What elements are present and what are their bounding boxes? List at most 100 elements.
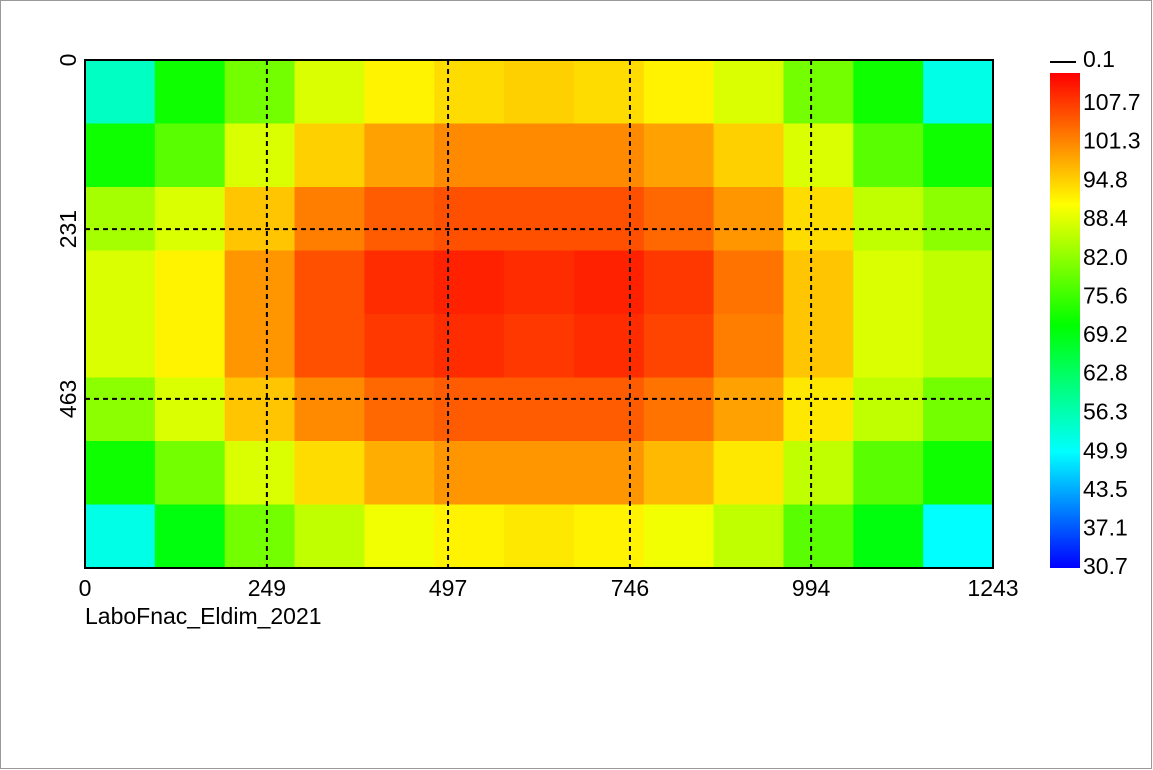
heat-cell — [364, 187, 435, 251]
heat-cell — [85, 250, 156, 315]
heat-cell — [294, 187, 365, 251]
heat-cell — [783, 250, 854, 315]
heat-cell — [224, 504, 296, 569]
heat-cell — [224, 314, 296, 378]
heat-cell — [923, 377, 994, 442]
heat-cell — [643, 314, 715, 378]
heat-cell — [224, 377, 296, 442]
heat-cell — [504, 441, 575, 505]
colorbar-tick-label: 30.7 — [1083, 553, 1128, 579]
heat-cell — [364, 504, 435, 569]
colorbar-tick-label: 43.5 — [1083, 476, 1128, 502]
heat-cell — [643, 60, 715, 124]
heat-cell — [364, 123, 435, 188]
heat-cell — [504, 187, 575, 251]
heat-cell — [713, 504, 784, 569]
heat-cell — [434, 504, 505, 569]
heat-cell — [85, 187, 156, 251]
heat-cell — [154, 250, 226, 315]
heat-cell — [294, 250, 365, 315]
heat-cell — [783, 60, 854, 124]
heat-cell — [504, 377, 575, 442]
heat-cell — [573, 441, 645, 505]
heat-cell — [154, 123, 226, 188]
heat-cell — [783, 187, 854, 251]
heat-cell — [853, 123, 924, 188]
heat-cell — [504, 314, 575, 378]
heat-cell — [923, 314, 994, 378]
heat-cell — [504, 60, 575, 124]
heat-cell — [434, 250, 505, 315]
contour-legend-label: 0.1 — [1083, 46, 1115, 72]
heat-cell — [85, 504, 156, 569]
colorbar-tick-label: 101.3 — [1083, 127, 1141, 153]
heat-cell — [573, 250, 645, 315]
heat-cell — [853, 250, 924, 315]
heat-cell — [85, 441, 156, 505]
heat-cell — [294, 377, 365, 442]
heat-cell — [504, 123, 575, 188]
y-tick-label: 0 — [55, 54, 81, 67]
colorbar-tick-label: 49.9 — [1083, 437, 1128, 463]
heat-cell — [85, 60, 156, 124]
heat-cell — [294, 123, 365, 188]
y-tick-label: 463 — [55, 380, 81, 418]
heat-cell — [853, 504, 924, 569]
colorbar-tick-label: 56.3 — [1083, 399, 1128, 425]
heat-cell — [364, 314, 435, 378]
heat-cell — [224, 441, 296, 505]
heat-cell — [364, 377, 435, 442]
heat-cell — [364, 60, 435, 124]
x-tick-label: 497 — [429, 575, 467, 601]
heat-cell — [713, 314, 784, 378]
heat-cell — [224, 187, 296, 251]
colorbar-tick-label: 94.8 — [1083, 167, 1128, 193]
heat-cell — [853, 314, 924, 378]
y-tick-label: 231 — [55, 210, 81, 248]
colorbar-tick-label: 69.2 — [1083, 321, 1128, 347]
heat-cell — [434, 377, 505, 442]
x-tick-label: 0 — [79, 575, 92, 601]
heat-cell — [224, 123, 296, 188]
colorbar-tick-label: 37.1 — [1083, 514, 1128, 540]
colorbar-tick-label: 75.6 — [1083, 282, 1128, 308]
heat-cell — [85, 123, 156, 188]
heat-cell — [923, 250, 994, 315]
heat-cell — [643, 504, 715, 569]
heat-cell — [923, 441, 994, 505]
colorbar-tick-label: 107.7 — [1083, 89, 1141, 115]
heat-cell — [713, 187, 784, 251]
heat-cell — [643, 377, 715, 442]
heat-cell — [713, 60, 784, 124]
x-tick-label: 994 — [792, 575, 831, 601]
heat-cell — [573, 504, 645, 569]
heat-cell — [643, 441, 715, 505]
heat-cell — [643, 123, 715, 188]
heat-cell — [923, 504, 994, 569]
heat-cell — [85, 314, 156, 378]
heat-cell — [504, 504, 575, 569]
heat-cell — [853, 60, 924, 124]
heat-cell — [853, 377, 924, 442]
heat-cell — [923, 187, 994, 251]
x-axis-label: LaboFnac_Eldim_2021 — [85, 603, 322, 629]
heat-cell — [923, 60, 994, 124]
heat-cell — [85, 377, 156, 442]
heat-cell — [504, 250, 575, 315]
heat-cell — [923, 123, 994, 188]
colorbar-tick-label: 82.0 — [1083, 244, 1128, 270]
heat-cell — [853, 187, 924, 251]
heat-cell — [434, 441, 505, 505]
heat-cell — [154, 187, 226, 251]
heat-cell — [573, 314, 645, 378]
x-tick-label: 249 — [248, 575, 286, 601]
heat-cell — [783, 314, 854, 378]
heat-cell — [224, 60, 296, 124]
heat-cell — [853, 441, 924, 505]
x-tick-label: 746 — [611, 575, 649, 601]
colorbar-tick-label: 62.8 — [1083, 360, 1128, 386]
heat-cell — [713, 123, 784, 188]
heat-cell — [573, 187, 645, 251]
heat-cell — [783, 123, 854, 188]
